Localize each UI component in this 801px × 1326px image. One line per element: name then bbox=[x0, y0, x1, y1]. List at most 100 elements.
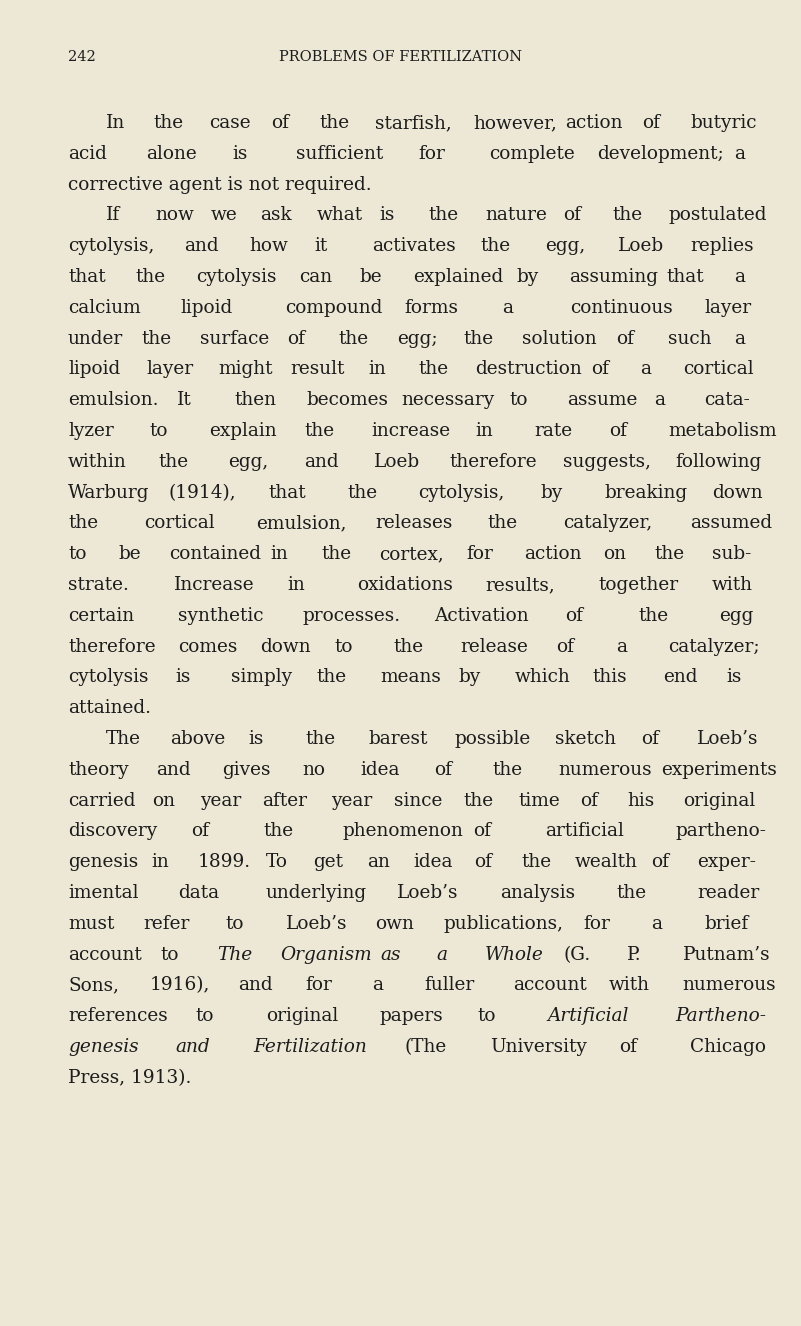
Text: Sons,: Sons, bbox=[68, 976, 119, 994]
Text: (1914),: (1914), bbox=[168, 484, 236, 501]
Text: for: for bbox=[584, 915, 610, 932]
Text: to: to bbox=[509, 391, 528, 410]
Text: action: action bbox=[566, 114, 622, 133]
Text: development;: development; bbox=[597, 145, 724, 163]
Text: PROBLEMS OF FERTILIZATION: PROBLEMS OF FERTILIZATION bbox=[280, 50, 522, 64]
Text: to: to bbox=[334, 638, 352, 655]
Text: possible: possible bbox=[455, 731, 531, 748]
Text: it: it bbox=[314, 237, 328, 255]
Text: underlying: underlying bbox=[266, 884, 367, 902]
Text: action: action bbox=[524, 545, 582, 564]
Text: complete: complete bbox=[489, 145, 575, 163]
Text: of: of bbox=[272, 114, 289, 133]
Text: the: the bbox=[320, 114, 349, 133]
Text: references: references bbox=[68, 1008, 167, 1025]
Text: ask: ask bbox=[260, 207, 292, 224]
Text: of: of bbox=[191, 822, 209, 841]
Text: however,: however, bbox=[473, 114, 557, 133]
Text: results,: results, bbox=[485, 575, 555, 594]
Text: to: to bbox=[196, 1008, 215, 1025]
Text: under: under bbox=[68, 330, 123, 347]
Text: that: that bbox=[68, 268, 106, 286]
Text: of: of bbox=[580, 792, 598, 810]
Text: cytolysis: cytolysis bbox=[68, 668, 148, 687]
Text: idea: idea bbox=[413, 853, 453, 871]
Text: oxidations: oxidations bbox=[357, 575, 453, 594]
Text: the: the bbox=[321, 545, 352, 564]
Text: for: for bbox=[305, 976, 332, 994]
Text: a: a bbox=[654, 391, 665, 410]
Text: is: is bbox=[248, 731, 264, 748]
Text: is: is bbox=[232, 145, 248, 163]
Text: down: down bbox=[260, 638, 311, 655]
Text: this: this bbox=[592, 668, 627, 687]
Text: and: and bbox=[155, 761, 191, 778]
Text: since: since bbox=[393, 792, 442, 810]
Text: 242: 242 bbox=[68, 50, 96, 64]
Text: to: to bbox=[478, 1008, 497, 1025]
Text: the: the bbox=[638, 607, 669, 625]
Text: theory: theory bbox=[68, 761, 129, 778]
Text: a: a bbox=[502, 298, 513, 317]
Text: in: in bbox=[288, 575, 305, 594]
Text: If: If bbox=[106, 207, 120, 224]
Text: Organism: Organism bbox=[280, 945, 372, 964]
Text: egg: egg bbox=[719, 607, 754, 625]
Text: discovery: discovery bbox=[68, 822, 157, 841]
Text: destruction: destruction bbox=[476, 361, 582, 378]
Text: sufficient: sufficient bbox=[296, 145, 384, 163]
Text: lipoid: lipoid bbox=[68, 361, 120, 378]
Text: sketch: sketch bbox=[555, 731, 616, 748]
Text: in: in bbox=[368, 361, 386, 378]
Text: and: and bbox=[184, 237, 219, 255]
Text: cortical: cortical bbox=[143, 514, 215, 533]
Text: a: a bbox=[437, 945, 447, 964]
Text: egg;: egg; bbox=[397, 330, 438, 347]
Text: the: the bbox=[305, 422, 335, 440]
Text: cortex,: cortex, bbox=[379, 545, 444, 564]
Text: P.: P. bbox=[626, 945, 642, 964]
Text: Loeb: Loeb bbox=[618, 237, 664, 255]
Text: replies: replies bbox=[690, 237, 754, 255]
Text: idea: idea bbox=[360, 761, 400, 778]
Text: assumed: assumed bbox=[690, 514, 772, 533]
Text: comes: comes bbox=[179, 638, 238, 655]
Text: the: the bbox=[305, 731, 335, 748]
Text: assuming: assuming bbox=[570, 268, 658, 286]
Text: attained.: attained. bbox=[68, 699, 151, 717]
Text: emulsion.: emulsion. bbox=[68, 391, 159, 410]
Text: cata-: cata- bbox=[705, 391, 751, 410]
Text: a: a bbox=[734, 268, 745, 286]
Text: how: how bbox=[249, 237, 288, 255]
Text: releases: releases bbox=[376, 514, 453, 533]
Text: a: a bbox=[640, 361, 651, 378]
Text: forms: forms bbox=[405, 298, 458, 317]
Text: artificial: artificial bbox=[545, 822, 624, 841]
Text: to: to bbox=[160, 945, 179, 964]
Text: the: the bbox=[347, 484, 377, 501]
Text: by: by bbox=[517, 268, 539, 286]
Text: by: by bbox=[458, 668, 481, 687]
Text: with: with bbox=[712, 575, 753, 594]
Text: In: In bbox=[106, 114, 125, 133]
Text: imental: imental bbox=[68, 884, 139, 902]
Text: to: to bbox=[225, 915, 244, 932]
Text: cytolysis: cytolysis bbox=[195, 268, 276, 286]
Text: Loeb’s: Loeb’s bbox=[397, 884, 459, 902]
Text: surface: surface bbox=[199, 330, 269, 347]
Text: necessary: necessary bbox=[400, 391, 494, 410]
Text: of: of bbox=[434, 761, 452, 778]
Text: we: we bbox=[211, 207, 238, 224]
Text: egg,: egg, bbox=[228, 452, 268, 471]
Text: explained: explained bbox=[413, 268, 503, 286]
Text: his: his bbox=[628, 792, 655, 810]
Text: Whole: Whole bbox=[485, 945, 544, 964]
Text: and: and bbox=[175, 1038, 210, 1055]
Text: brief: brief bbox=[705, 915, 749, 932]
Text: The: The bbox=[217, 945, 252, 964]
Text: University: University bbox=[490, 1038, 587, 1055]
Text: metabolism: metabolism bbox=[668, 422, 777, 440]
Text: alone: alone bbox=[147, 145, 197, 163]
Text: an: an bbox=[367, 853, 389, 871]
Text: after: after bbox=[262, 792, 307, 810]
